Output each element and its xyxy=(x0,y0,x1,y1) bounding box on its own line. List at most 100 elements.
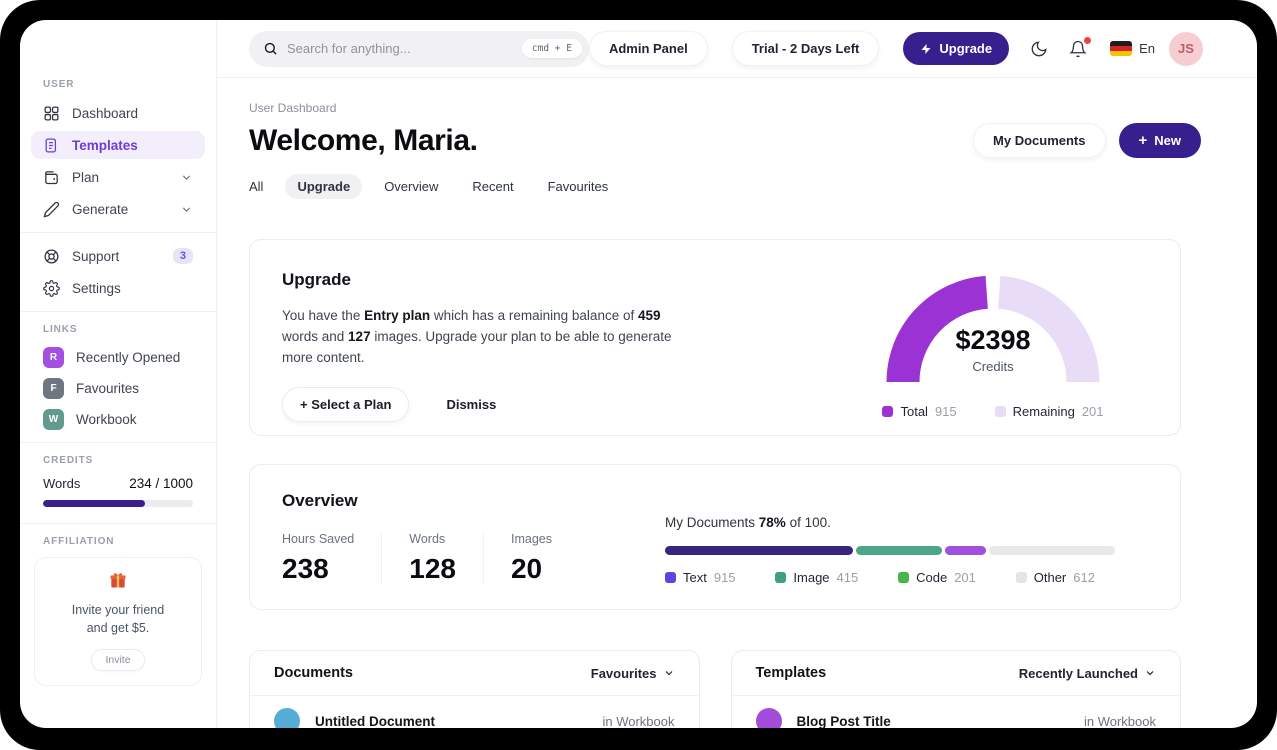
upgrade-card-body: You have the Entry plan which has a rema… xyxy=(282,308,672,366)
search-input[interactable] xyxy=(287,41,522,56)
template-list-item[interactable]: Blog Post Title in Workbook xyxy=(732,696,1181,728)
legend-swatch xyxy=(775,572,787,583)
stacked-bar-legend: Text 915 Image 415 Code 201 Other 612 xyxy=(665,570,1115,585)
sidebar-section-credits: CREDITS xyxy=(43,455,94,466)
sidebar-item-label: Templates xyxy=(72,137,138,153)
german-flag-icon[interactable] xyxy=(1110,41,1133,56)
invite-button[interactable]: Invite xyxy=(91,649,145,672)
stat-words: Words 128 xyxy=(381,532,483,585)
sidebar-item-label: Settings xyxy=(72,280,121,296)
gift-icon xyxy=(108,570,128,590)
document-location: in Workbook xyxy=(602,713,675,729)
legend-swatch xyxy=(882,406,894,417)
legend-swatch xyxy=(994,406,1006,417)
select-plan-button[interactable]: + Select a Plan xyxy=(282,387,410,423)
credits-progress-fill xyxy=(43,500,145,507)
tab-overview[interactable]: Overview xyxy=(384,179,439,194)
sidebar-link-recently-opened[interactable]: R Recently Opened xyxy=(31,344,205,371)
upgrade-card: Upgrade You have the Entry plan which ha… xyxy=(249,239,1181,436)
sidebar-item-label: Support xyxy=(72,248,120,264)
bar-segment-image xyxy=(856,546,942,555)
overview-card: Overview Hours Saved 238 Words 128 xyxy=(249,464,1181,610)
admin-panel-button[interactable]: Admin Panel xyxy=(588,31,708,66)
tab-all[interactable]: All xyxy=(249,179,264,194)
legend-item-other: Other 612 xyxy=(1015,570,1095,585)
link-initial-badge: W xyxy=(43,409,64,430)
sidebar-item-support[interactable]: Support 3 xyxy=(31,242,205,270)
sidebar-item-plan[interactable]: Plan xyxy=(31,163,205,191)
my-documents-button[interactable]: My Documents xyxy=(973,123,1106,158)
link-initial-badge: F xyxy=(43,378,64,399)
sidebar-item-templates[interactable]: Templates xyxy=(31,131,205,159)
documents-card-header: Documents Favourites xyxy=(250,651,699,696)
bar-segment-code xyxy=(944,546,987,555)
link-label: Favourites xyxy=(76,381,140,396)
affiliation-card: Invite your friend and get $5. Invite xyxy=(34,557,202,687)
legend-swatch xyxy=(898,572,910,583)
template-title: Blog Post Title xyxy=(796,713,891,729)
legend-item-text: Text 915 xyxy=(665,570,736,585)
page-header-row: Welcome, Maria. My Documents + New xyxy=(249,123,1201,158)
upgrade-card-left: Upgrade You have the Entry plan which ha… xyxy=(282,270,680,423)
dismiss-button[interactable]: Dismiss xyxy=(446,397,497,413)
pencil-icon xyxy=(43,200,61,218)
gauge-value: $2398 xyxy=(955,325,1031,355)
tab-recent[interactable]: Recent xyxy=(472,179,514,194)
chevron-down-icon xyxy=(1144,667,1156,679)
credits-value: 234 / 1000 xyxy=(129,476,193,491)
sidebar-section-affiliation: AFFILIATION xyxy=(43,536,115,547)
sidebar: USER Dashboard Templates Plan xyxy=(20,20,217,728)
topbar-actions: Admin Panel Trial - 2 Days Left Upgrade xyxy=(588,31,1203,66)
sidebar-item-generate[interactable]: Generate xyxy=(31,195,205,223)
search-icon xyxy=(263,41,278,56)
moon-icon xyxy=(1030,40,1048,58)
document-title: Untitled Document xyxy=(315,713,435,729)
header-actions: My Documents + New xyxy=(973,123,1201,158)
language-label[interactable]: En xyxy=(1139,41,1155,56)
tab-favourites[interactable]: Favourites xyxy=(547,179,609,194)
templates-card-header: Templates Recently Launched xyxy=(731,651,1180,696)
sidebar-item-dashboard[interactable]: Dashboard xyxy=(31,99,205,127)
sidebar-item-settings[interactable]: Settings xyxy=(31,274,205,302)
templates-filter-dropdown[interactable]: Recently Launched xyxy=(1019,666,1156,681)
page-content: User Dashboard Welcome, Maria. My Docume… xyxy=(217,78,1257,728)
page-title: Welcome, Maria. xyxy=(249,123,478,157)
link-label: Workbook xyxy=(76,412,137,427)
gauge-center: $2398 Credits xyxy=(876,325,1110,374)
credits-name: Words xyxy=(43,476,81,491)
upgrade-button[interactable]: Upgrade xyxy=(903,32,1010,65)
bar-segment-text xyxy=(665,546,854,555)
trial-badge-button[interactable]: Trial - 2 Days Left xyxy=(731,31,880,66)
main-area: cmd + E Admin Panel Trial - 2 Days Left … xyxy=(217,20,1257,728)
upgrade-card-title: Upgrade xyxy=(282,270,351,289)
gauge-label: Credits xyxy=(972,359,1014,374)
gauge-chart: $2398 Credits xyxy=(876,270,1110,392)
documents-filter-dropdown[interactable]: Favourites xyxy=(591,666,675,681)
documents-usage-title: My Documents 78% of 100. xyxy=(665,515,831,530)
sidebar-section-user: USER xyxy=(43,79,75,90)
bottom-cards-row: Documents Favourites Untitled Document i… xyxy=(249,650,1181,728)
wallet-icon xyxy=(43,168,61,186)
legend-item-total: Total 915 xyxy=(882,404,957,419)
tab-bar: All Upgrade Overview Recent Favourites xyxy=(237,174,1257,199)
new-button[interactable]: + New xyxy=(1118,123,1201,158)
search-bar[interactable]: cmd + E xyxy=(249,30,589,67)
chevron-down-icon xyxy=(180,171,193,184)
search-shortcut-badge: cmd + E xyxy=(521,39,582,58)
sidebar-divider xyxy=(20,232,216,233)
notifications-button[interactable] xyxy=(1069,36,1092,58)
chevron-down-icon xyxy=(180,203,193,216)
document-list-item[interactable]: Untitled Document in Workbook xyxy=(250,696,699,728)
bell-icon xyxy=(1069,40,1088,58)
templates-card-title: Templates xyxy=(755,665,827,681)
dark-mode-toggle[interactable] xyxy=(1030,40,1048,58)
documents-card: Documents Favourites Untitled Document i… xyxy=(249,650,700,728)
document-icon xyxy=(43,136,61,154)
sidebar-link-workbook[interactable]: W Workbook xyxy=(31,406,205,433)
notification-dot xyxy=(1084,36,1092,44)
sidebar-link-favourites[interactable]: F Favourites xyxy=(31,375,205,402)
user-avatar[interactable]: JS xyxy=(1169,31,1203,66)
tab-upgrade[interactable]: Upgrade xyxy=(285,174,363,199)
credits-progress-bar xyxy=(43,500,193,507)
